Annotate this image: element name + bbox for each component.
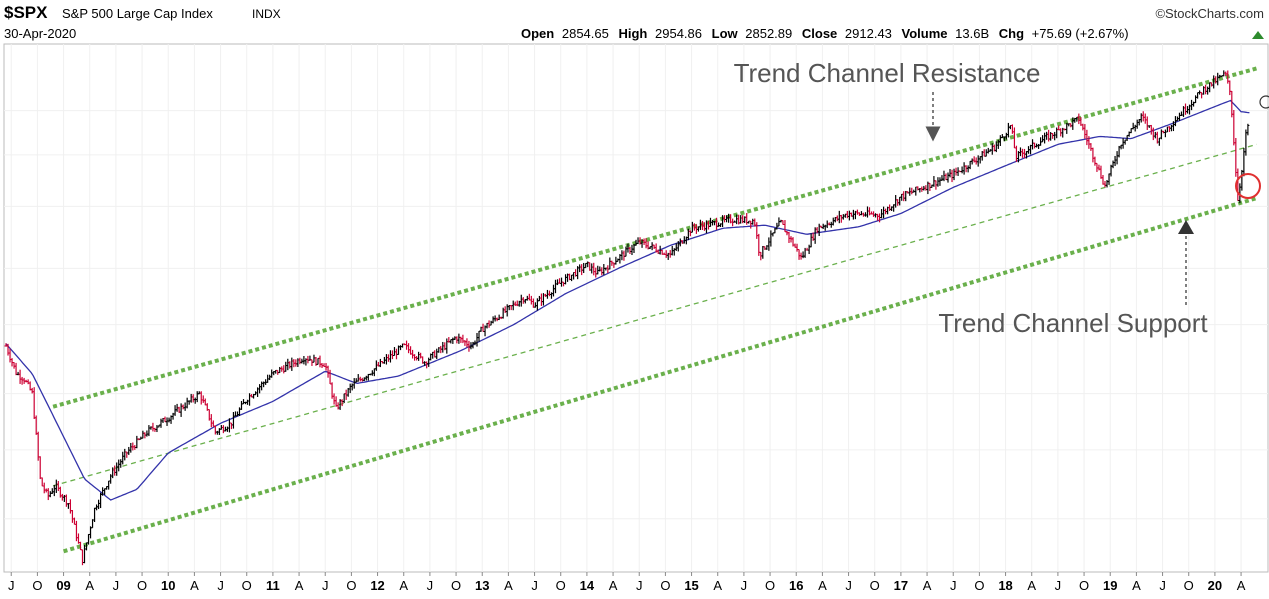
x-tick-label-27: A bbox=[713, 578, 722, 593]
x-tick-label-36: J bbox=[950, 578, 957, 593]
right-edge-marker-icon bbox=[1259, 95, 1269, 109]
up-triangle-icon bbox=[1252, 31, 1264, 39]
trendline-resistance bbox=[52, 66, 1258, 409]
close-label: Close bbox=[802, 26, 837, 41]
x-tick-label-34: 17 bbox=[894, 578, 908, 593]
ticker-symbol: $SPX bbox=[4, 3, 48, 22]
x-axis: J O 09 A J O 10 A J O 11 A J O 12 A J O 13 A J O 14 A J O 15 A J O 16 A… bbox=[8, 572, 1246, 593]
x-tick-label-40: J bbox=[1055, 578, 1062, 593]
index-name: S&P 500 Large Cap Index bbox=[62, 6, 213, 21]
x-tick-label-31: A bbox=[818, 578, 827, 593]
moving-average-line bbox=[5, 99, 1250, 501]
x-tick-label-14: 12 bbox=[370, 578, 384, 593]
x-tick-label-2: 09 bbox=[56, 578, 70, 593]
x-tick-label-44: J bbox=[1159, 578, 1166, 593]
x-tick-label-6: 10 bbox=[161, 578, 175, 593]
grid bbox=[4, 44, 1268, 572]
open-value: 2854.65 bbox=[562, 26, 609, 41]
x-tick-label-23: A bbox=[609, 578, 618, 593]
x-tick-label-37: O bbox=[974, 578, 984, 593]
trendline-support bbox=[62, 196, 1258, 554]
x-tick-label-41: O bbox=[1079, 578, 1089, 593]
volume-label: Volume bbox=[902, 26, 948, 41]
x-tick-label-38: 18 bbox=[998, 578, 1012, 593]
volume-value: 13.6B bbox=[955, 26, 989, 41]
price-bar bbox=[1246, 123, 1250, 136]
open-label: Open bbox=[521, 26, 554, 41]
x-tick-label-13: O bbox=[346, 578, 356, 593]
x-tick-label-17: O bbox=[451, 578, 461, 593]
x-tick-label-5: O bbox=[137, 578, 147, 593]
x-tick-label-47: A bbox=[1237, 578, 1246, 593]
x-tick-label-1: O bbox=[32, 578, 42, 593]
low-label: Low bbox=[712, 26, 739, 41]
x-tick-label-30: 16 bbox=[789, 578, 803, 593]
x-tick-label-11: A bbox=[295, 578, 304, 593]
x-tick-label-29: O bbox=[765, 578, 775, 593]
x-tick-label-33: O bbox=[870, 578, 880, 593]
x-tick-label-22: 14 bbox=[580, 578, 595, 593]
x-tick-label-19: A bbox=[504, 578, 513, 593]
x-tick-label-42: 19 bbox=[1103, 578, 1117, 593]
x-tick-label-25: O bbox=[660, 578, 670, 593]
x-tick-label-20: J bbox=[531, 578, 538, 593]
x-tick-label-28: J bbox=[741, 578, 748, 593]
x-tick-label-8: J bbox=[217, 578, 224, 593]
x-tick-label-21: O bbox=[556, 578, 566, 593]
price-bars bbox=[4, 70, 1250, 566]
x-tick-label-39: A bbox=[1027, 578, 1036, 593]
x-tick-label-18: 13 bbox=[475, 578, 489, 593]
support-annotation: Trend Channel Support bbox=[938, 220, 1208, 338]
resistance-annotation: Trend Channel Resistance bbox=[734, 58, 1041, 142]
chg-value: +75.69 (+2.67%) bbox=[1032, 26, 1129, 41]
x-tick-label-26: 15 bbox=[684, 578, 698, 593]
chart-date: 30-Apr-2020 bbox=[4, 26, 76, 41]
x-tick-label-12: J bbox=[322, 578, 329, 593]
exchange-label: INDX bbox=[252, 7, 281, 21]
x-tick-label-4: J bbox=[113, 578, 120, 593]
x-tick-label-45: O bbox=[1184, 578, 1194, 593]
x-tick-label-7: A bbox=[190, 578, 199, 593]
watermark: ©StockCharts.com bbox=[1155, 6, 1264, 21]
x-tick-label-32: J bbox=[845, 578, 852, 593]
moving-average-layer bbox=[5, 99, 1250, 501]
x-tick-label-0: J bbox=[8, 578, 15, 593]
svg-text:Open 2854.65 H: Open 2854.65 High 2954.86 Low 2852.89 Cl… bbox=[521, 26, 1129, 41]
x-tick-label-43: A bbox=[1132, 578, 1141, 593]
close-value: 2912.43 bbox=[845, 26, 892, 41]
x-tick-label-24: J bbox=[636, 578, 643, 593]
quote-row: Open 2854.65 High 2954.86 Low 2852.89 Cl… bbox=[521, 26, 1264, 41]
trend-channel bbox=[52, 66, 1258, 554]
support-label: Trend Channel Support bbox=[938, 308, 1208, 338]
x-tick-label-9: O bbox=[242, 578, 252, 593]
chart-header: $SPX S&P 500 Large Cap Index INDX 30-Apr… bbox=[4, 3, 1264, 41]
x-tick-label-16: J bbox=[427, 578, 434, 593]
trendline-midline bbox=[52, 143, 1257, 487]
x-tick-label-10: 11 bbox=[266, 578, 280, 593]
high-label: High bbox=[618, 26, 647, 41]
x-tick-label-35: A bbox=[923, 578, 932, 593]
high-value: 2954.86 bbox=[655, 26, 702, 41]
x-tick-label-15: A bbox=[399, 578, 408, 593]
resistance-label: Trend Channel Resistance bbox=[734, 58, 1041, 88]
chg-label: Chg bbox=[999, 26, 1024, 41]
x-tick-label-3: A bbox=[85, 578, 94, 593]
support-arrowhead-icon bbox=[1178, 220, 1194, 234]
x-tick-label-46: 20 bbox=[1208, 578, 1222, 593]
low-value: 2852.89 bbox=[745, 26, 792, 41]
support-touch-circle bbox=[1235, 173, 1261, 199]
plot-area bbox=[3, 43, 1269, 573]
